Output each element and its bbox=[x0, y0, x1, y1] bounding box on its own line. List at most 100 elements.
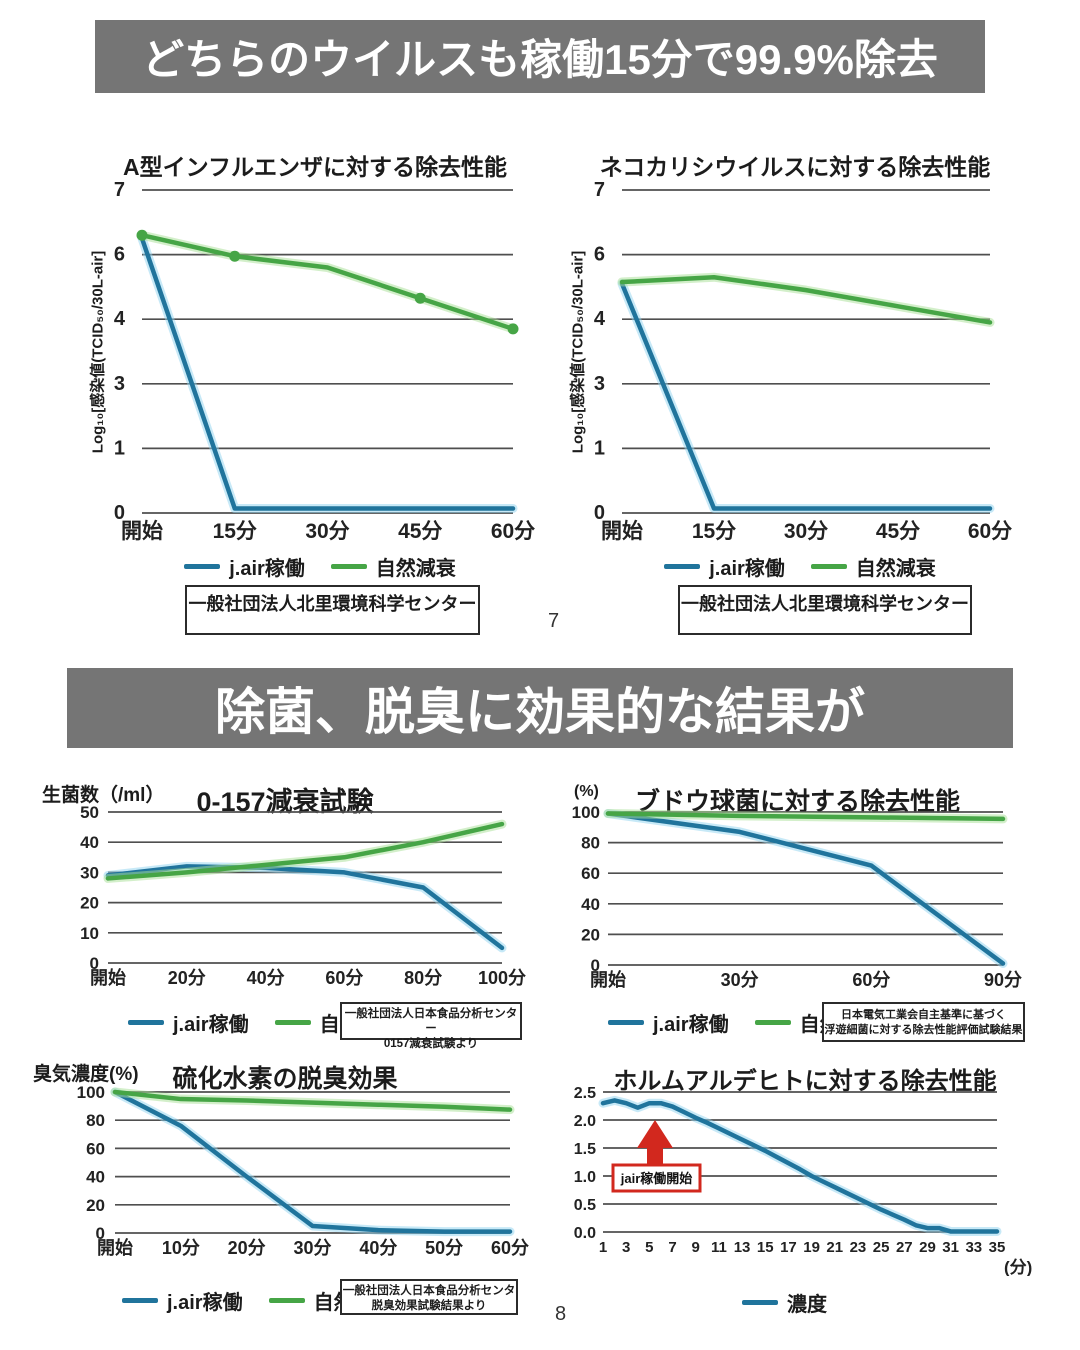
source-line: 一般社団法人北里環境科学センター bbox=[681, 594, 969, 614]
svg-text:3: 3 bbox=[114, 373, 125, 395]
svg-text:jair稼働開始: jair稼働開始 bbox=[620, 1171, 693, 1186]
svg-text:25: 25 bbox=[873, 1239, 890, 1256]
source-box-o157: 一般社団法人日本食品分析センター 0157減衰試験より bbox=[340, 1002, 522, 1050]
headline-banner-top: どちらのウイルスも稼働15分で99.9%除去 bbox=[95, 20, 985, 93]
svg-text:21: 21 bbox=[826, 1239, 843, 1256]
legend-dash-icon bbox=[330, 564, 367, 569]
page-number-7: 7 bbox=[548, 610, 560, 632]
legend-formaldehyde: 濃度 bbox=[742, 1288, 827, 1317]
source-box-staphylococcus: 日本電気工業会自主基準に基づく 浮遊細菌に対する除去性能評価試験結果 bbox=[822, 1002, 1025, 1042]
svg-text:0: 0 bbox=[90, 954, 99, 973]
svg-text:(分): (分) bbox=[1004, 1258, 1032, 1276]
svg-text:90分: 90分 bbox=[984, 970, 1022, 990]
svg-text:13: 13 bbox=[734, 1239, 751, 1256]
svg-text:1.5: 1.5 bbox=[574, 1141, 596, 1158]
chart-plot-formaldehyde: 2.52.01.51.00.50.01 3 5 7 9 11 13 15 17 19 21 23 25 2… bbox=[574, 1085, 1033, 1276]
svg-text:45分: 45分 bbox=[398, 520, 442, 543]
svg-text:3: 3 bbox=[622, 1239, 630, 1256]
source-line: 一般社団法人日本食品分析センタ bbox=[342, 1285, 516, 1297]
svg-text:60分: 60分 bbox=[491, 520, 535, 543]
legend-dash-icon bbox=[810, 564, 847, 569]
svg-text:0: 0 bbox=[594, 502, 605, 524]
source-line: 0157減衰試験より bbox=[383, 1037, 479, 1050]
svg-text:20分: 20分 bbox=[228, 1238, 266, 1258]
legend-item: j.air稼働 bbox=[184, 552, 305, 581]
svg-text:60: 60 bbox=[86, 1139, 105, 1158]
svg-text:20: 20 bbox=[80, 894, 99, 913]
legend-label: j.air稼働 bbox=[167, 1292, 243, 1314]
source-box-hydrogen-sulfide: 一般社団法人日本食品分析センタ 脱臭効果試験結果より bbox=[340, 1279, 518, 1315]
svg-text:33: 33 bbox=[965, 1239, 982, 1256]
svg-text:3: 3 bbox=[594, 373, 605, 395]
svg-text:100: 100 bbox=[77, 1083, 105, 1102]
svg-text:30分: 30分 bbox=[305, 520, 349, 543]
svg-text:0: 0 bbox=[114, 502, 125, 524]
svg-text:0: 0 bbox=[591, 956, 600, 975]
legend-dash-icon bbox=[742, 1300, 778, 1305]
svg-text:100分: 100分 bbox=[478, 968, 526, 988]
legend-label: 自然減衰 bbox=[375, 558, 456, 580]
chart-plot-o157: 50 40 30 20 10 0開始 20分 40分 60分 80分 100分 bbox=[80, 803, 526, 988]
svg-text:17: 17 bbox=[780, 1239, 797, 1256]
svg-text:27: 27 bbox=[896, 1239, 913, 1256]
svg-text:40: 40 bbox=[581, 895, 600, 914]
svg-text:開始: 開始 bbox=[601, 519, 643, 543]
svg-text:5: 5 bbox=[645, 1239, 653, 1256]
svg-text:9: 9 bbox=[692, 1239, 700, 1256]
svg-text:40分: 40分 bbox=[359, 1238, 397, 1258]
source-box-calicivirus: 一般社団法人北里環境科学センター bbox=[678, 585, 972, 635]
svg-text:30分: 30分 bbox=[721, 970, 759, 990]
legend-dash-icon bbox=[274, 1020, 311, 1025]
svg-text:1: 1 bbox=[114, 437, 125, 459]
svg-text:1: 1 bbox=[594, 437, 605, 459]
svg-text:開始: 開始 bbox=[590, 969, 626, 990]
svg-text:60分: 60分 bbox=[852, 970, 890, 990]
svg-text:45分: 45分 bbox=[876, 520, 920, 543]
svg-text:開始: 開始 bbox=[90, 967, 126, 988]
svg-text:20分: 20分 bbox=[168, 968, 206, 988]
legend-dash-icon bbox=[128, 1020, 164, 1025]
svg-text:15分: 15分 bbox=[213, 520, 257, 543]
legend-dash-icon bbox=[184, 564, 221, 569]
svg-text:10分: 10分 bbox=[162, 1238, 200, 1258]
legend-label: j.air稼働 bbox=[709, 558, 785, 580]
svg-text:1.0: 1.0 bbox=[574, 1169, 596, 1186]
source-line: 日本電気工業会自主基準に基づく bbox=[841, 1009, 1006, 1021]
svg-text:2.5: 2.5 bbox=[574, 1085, 596, 1102]
legend-dash-icon bbox=[664, 564, 701, 569]
chart-plot-hydrogen-sulfide: 100 80 60 40 20 0開始 10分 20分 30分 40分 50分 60分 bbox=[77, 1083, 529, 1258]
svg-text:19: 19 bbox=[803, 1239, 820, 1256]
legend-calicivirus: j.air稼働 自然減衰 bbox=[565, 552, 1035, 581]
chart-title-influenza: A型インフルエンザに対する除去性能 bbox=[123, 154, 507, 180]
legend-label: j.air稼働 bbox=[653, 1014, 729, 1036]
svg-text:50分: 50分 bbox=[425, 1238, 463, 1258]
svg-text:2.0: 2.0 bbox=[574, 1113, 596, 1130]
svg-text:15分: 15分 bbox=[692, 520, 736, 543]
svg-text:60分: 60分 bbox=[325, 968, 363, 988]
svg-text:0.5: 0.5 bbox=[574, 1197, 596, 1214]
source-line: 脱臭効果試験結果より bbox=[371, 1299, 487, 1312]
svg-text:40: 40 bbox=[80, 833, 99, 852]
chart-title-formaldehyde: ホルムアルデヒトに対する除去性能 bbox=[613, 1068, 997, 1095]
svg-text:40: 40 bbox=[86, 1168, 105, 1187]
svg-text:0.0: 0.0 bbox=[574, 1225, 596, 1242]
svg-text:23: 23 bbox=[850, 1239, 867, 1256]
svg-text:30分: 30分 bbox=[293, 1238, 331, 1258]
svg-text:10: 10 bbox=[80, 924, 99, 943]
legend-dash-icon bbox=[754, 1020, 791, 1025]
legend-item: j.air稼働 bbox=[122, 1286, 243, 1315]
chart-title-calicivirus: ネコカリシウイルスに対する除去性能 bbox=[599, 154, 991, 180]
svg-text:7: 7 bbox=[668, 1239, 676, 1256]
svg-text:40分: 40分 bbox=[247, 968, 285, 988]
legend-label: j.air稼働 bbox=[229, 558, 305, 580]
legend-item: j.air稼働 bbox=[664, 552, 785, 581]
source-line: 一般社団法人日本食品分析センター bbox=[344, 1008, 518, 1035]
svg-text:6: 6 bbox=[114, 244, 125, 266]
svg-text:6: 6 bbox=[594, 244, 605, 266]
svg-text:60分: 60分 bbox=[491, 1238, 529, 1258]
svg-text:4: 4 bbox=[594, 308, 606, 330]
legend-item: 自然減衰 bbox=[330, 552, 456, 581]
svg-text:7: 7 bbox=[114, 180, 125, 201]
headline-banner-middle: 除菌、脱臭に効果的な結果が bbox=[67, 668, 1013, 748]
